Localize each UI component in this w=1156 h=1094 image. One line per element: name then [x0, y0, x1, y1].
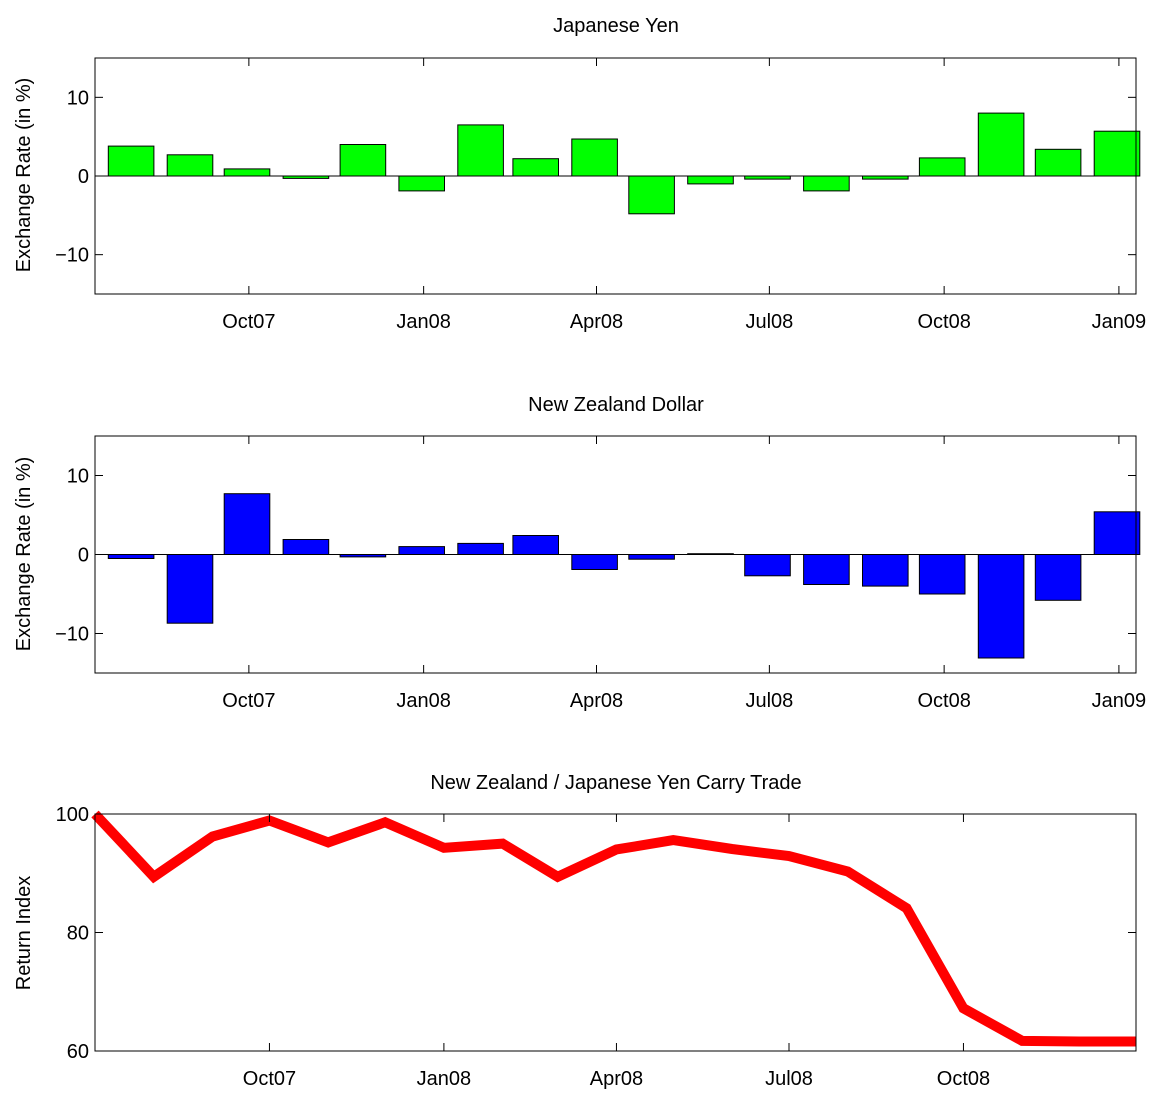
bar: [107, 145, 155, 177]
axes: 60 80 100 Oct07 Jan08 Apr08 Jul08 Oct08: [56, 804, 1137, 1090]
x-tick-label: Jul08: [765, 1068, 813, 1090]
bar: [862, 554, 909, 587]
bar: [918, 157, 966, 177]
x-tick-label: Oct08: [937, 1068, 990, 1090]
y-tick-label: −10: [55, 245, 89, 267]
y-tick-label: 0: [78, 545, 89, 567]
x-tick-label: Jan08: [396, 311, 451, 333]
chart-title: New Zealand Dollar: [528, 394, 704, 416]
bar: [803, 554, 850, 585]
x-tick-label: Apr08: [590, 1068, 643, 1090]
x-tick-label: Jan08: [396, 690, 451, 712]
bar: [107, 554, 155, 559]
bar: [282, 539, 330, 555]
y-tick-label: 80: [67, 923, 89, 945]
bars: [107, 493, 1141, 659]
bar: [977, 112, 1025, 177]
bar: [628, 175, 675, 215]
bar: [339, 144, 387, 177]
y-tick-label: 10: [67, 87, 89, 109]
y-tick-label: 10: [67, 466, 89, 488]
bar: [571, 554, 618, 570]
bars: [107, 112, 1141, 215]
series-line: [91, 810, 1136, 1047]
bar: [223, 168, 271, 177]
y-tick-label: −10: [55, 624, 89, 646]
bar: [1034, 554, 1082, 601]
x-tick-label: Jan08: [417, 1068, 472, 1090]
x-tick-label: Oct08: [917, 690, 970, 712]
y-tick-label: 0: [78, 166, 89, 188]
y-axis-label: Return Index: [13, 876, 35, 991]
x-tick-label: Jan09: [1092, 311, 1147, 333]
panel-carry-trade: New Zealand / Japanese Yen Carry Trade R…: [13, 772, 1137, 1090]
bar: [977, 554, 1025, 659]
x-tick-label: Oct08: [917, 311, 970, 333]
panel-japanese-yen: Japanese Yen Exchange Rate (in %) −10 0 10…: [13, 15, 1146, 333]
bar: [457, 124, 504, 177]
bar: [1034, 148, 1082, 177]
y-axis-label: Exchange Rate (in %): [13, 457, 35, 652]
bar: [1093, 511, 1141, 555]
bar: [628, 554, 675, 560]
x-tick-label: Jul08: [745, 690, 793, 712]
x-tick-label: Oct07: [222, 311, 275, 333]
chart-title: Japanese Yen: [553, 15, 679, 37]
bar: [398, 546, 445, 555]
axes: −10 0 10 Oct07 Jan08 Apr08 Jul08 Oct08 Jan09: [55, 57, 1147, 333]
bar: [687, 175, 734, 185]
y-tick-label: 100: [56, 804, 89, 826]
x-tick-label: Apr08: [570, 311, 623, 333]
y-tick-label: 60: [67, 1041, 89, 1063]
chart-title: New Zealand / Japanese Yen Carry Trade: [430, 772, 801, 794]
x-tick-label: Jan09: [1092, 690, 1147, 712]
bar: [223, 493, 271, 556]
x-tick-label: Apr08: [570, 690, 623, 712]
bar: [918, 554, 966, 595]
line-series: [91, 810, 1136, 1047]
bar: [512, 158, 560, 177]
bar: [166, 154, 214, 177]
x-tick-label: Oct07: [222, 690, 275, 712]
bar: [398, 175, 445, 192]
bar: [803, 175, 850, 192]
bar: [457, 542, 504, 556]
bar: [512, 535, 560, 555]
bar: [571, 138, 618, 177]
axes: −10 0 10 Oct07 Jan08 Apr08 Jul08 Oct08 Jan09: [55, 435, 1147, 712]
bar: [744, 554, 791, 577]
panel-new-zealand-dollar: New Zealand Dollar Exchange Rate (in %) …: [13, 394, 1146, 712]
bar: [1093, 130, 1141, 177]
bar: [166, 554, 214, 624]
x-tick-label: Jul08: [745, 311, 793, 333]
x-tick-label: Oct07: [243, 1068, 296, 1090]
y-axis-label: Exchange Rate (in %): [13, 78, 35, 273]
